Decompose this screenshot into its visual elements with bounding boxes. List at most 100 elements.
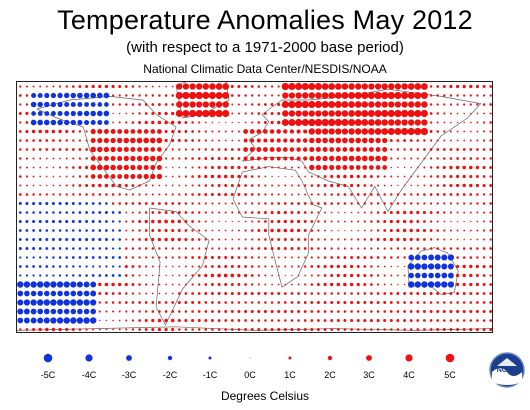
anomaly-dot	[356, 300, 360, 305]
anomaly-dot	[71, 85, 75, 88]
anomaly-dot	[125, 247, 128, 250]
anomaly-dot	[231, 121, 233, 124]
anomaly-dot	[144, 120, 148, 125]
anomaly-dot	[317, 175, 320, 178]
anomaly-dot	[323, 193, 327, 196]
anomaly-dot	[150, 173, 156, 180]
anomaly-dot	[17, 281, 24, 288]
anomaly-dot	[310, 175, 313, 178]
anomaly-dot	[244, 94, 247, 97]
anomaly-dot	[462, 282, 466, 287]
anomaly-dot	[218, 211, 221, 214]
anomaly-dot	[250, 291, 254, 296]
anomaly-dot	[58, 219, 62, 224]
anomaly-dot	[376, 310, 380, 313]
anomaly-dot	[58, 229, 62, 232]
anomaly-dot	[429, 247, 433, 250]
anomaly-dot	[283, 219, 287, 224]
anomaly-dot	[143, 129, 149, 134]
anomaly-dot	[449, 291, 453, 296]
anomaly-dot	[176, 83, 183, 90]
anomaly-dot	[270, 301, 274, 304]
anomaly-dot	[18, 211, 22, 214]
anomaly-map	[16, 81, 493, 333]
anomaly-dot	[244, 328, 248, 331]
anomaly-dot	[316, 301, 320, 304]
anomaly-dot	[416, 184, 419, 187]
anomaly-dot	[136, 155, 143, 162]
anomaly-dot	[184, 283, 187, 286]
anomaly-dot	[184, 237, 188, 242]
anomaly-dot	[416, 228, 420, 233]
anomaly-dot	[157, 219, 162, 224]
anomaly-dot	[195, 91, 203, 100]
anomaly-dot	[72, 193, 75, 196]
anomaly-dot	[204, 121, 207, 124]
anomaly-dot	[475, 84, 479, 89]
anomaly-dot	[443, 211, 446, 214]
anomaly-dot	[290, 265, 293, 268]
anomaly-dot	[315, 92, 322, 99]
anomaly-dot	[416, 238, 420, 241]
anomaly-dot	[19, 175, 22, 178]
anomaly-dot	[184, 121, 188, 124]
anomaly-dot	[402, 228, 407, 233]
anomaly-dot	[441, 254, 448, 261]
anomaly-dot	[222, 91, 230, 100]
anomaly-dot	[244, 265, 247, 268]
anomaly-dot	[356, 174, 360, 179]
anomaly-dot	[244, 220, 247, 223]
anomaly-dot	[83, 308, 90, 315]
legend-label: 1C	[284, 370, 296, 380]
anomaly-dot	[394, 119, 402, 126]
anomaly-dot	[476, 256, 479, 259]
anomaly-dot	[257, 112, 261, 115]
anomaly-dot	[237, 229, 240, 232]
anomaly-dot	[125, 328, 128, 331]
anomaly-dot	[289, 129, 295, 134]
anomaly-dot	[237, 84, 241, 89]
anomaly-dot	[204, 292, 208, 295]
anomaly-dot	[336, 264, 340, 269]
anomaly-dot	[343, 282, 347, 287]
anomaly-dot	[184, 193, 188, 196]
anomaly-dot	[17, 308, 24, 315]
anomaly-dot	[191, 328, 194, 331]
anomaly-dot	[443, 238, 446, 241]
anomaly-dot	[256, 156, 261, 161]
anomaly-dot	[211, 310, 214, 313]
anomaly-dot	[59, 175, 61, 178]
anomaly-dot	[105, 310, 108, 313]
anomaly-dot	[198, 265, 201, 268]
anomaly-dot	[237, 174, 241, 179]
anomaly-dot	[202, 101, 209, 108]
anomaly-dot	[271, 175, 273, 178]
anomaly-dot	[449, 148, 453, 151]
anomaly-dot	[202, 83, 210, 90]
anomaly-dot	[310, 247, 314, 250]
anomaly-dot	[224, 192, 228, 197]
anomaly-dot	[363, 184, 367, 187]
anomaly-dot	[204, 247, 207, 250]
anomaly-dot	[215, 101, 223, 108]
anomaly-dot	[257, 238, 260, 241]
anomaly-dot	[469, 183, 473, 188]
anomaly-dot	[38, 129, 42, 134]
anomaly-dot	[264, 184, 267, 187]
anomaly-dot	[330, 292, 333, 295]
anomaly-dot	[290, 166, 293, 169]
anomaly-dot	[38, 229, 42, 232]
anomaly-dot	[78, 229, 82, 232]
anomaly-dot	[104, 292, 108, 295]
anomaly-dot	[45, 238, 49, 241]
anomaly-dot	[158, 256, 161, 259]
anomaly-dot	[171, 265, 174, 268]
anomaly-dot	[375, 137, 381, 144]
anomaly-dot	[355, 137, 362, 144]
anomaly-dot	[244, 211, 247, 214]
anomaly-dot	[191, 148, 194, 151]
anomaly-dot	[46, 184, 48, 187]
anomaly-dot	[389, 210, 393, 215]
anomaly-dot	[44, 101, 50, 108]
legend-label: -1C	[202, 370, 218, 380]
